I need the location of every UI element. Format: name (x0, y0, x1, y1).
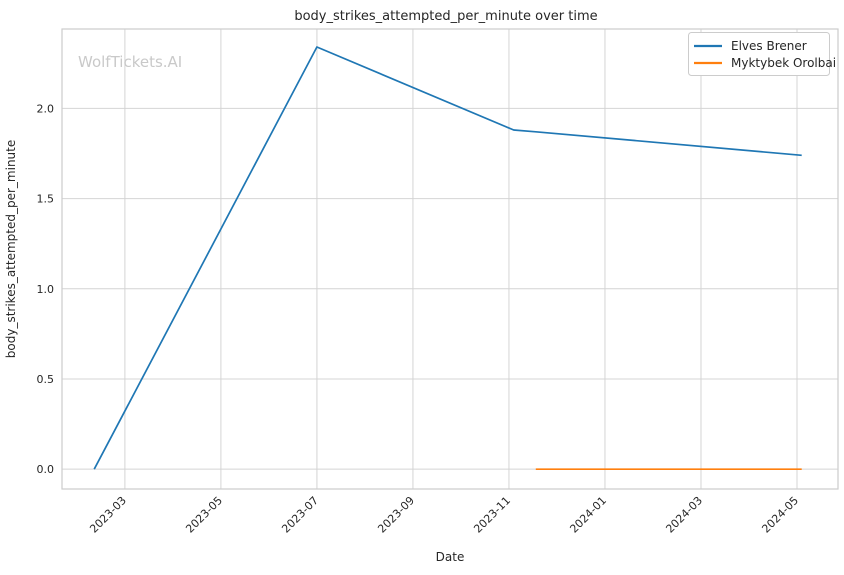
x-tick-label: 2023-07 (279, 494, 321, 536)
x-tick-label: 2024-03 (663, 494, 705, 536)
x-tick-label: 2023-03 (87, 494, 129, 536)
chart-title: body_strikes_attempted_per_minute over t… (294, 9, 597, 24)
x-tick-label: 2023-09 (375, 494, 417, 536)
y-tick-label: 1.5 (37, 193, 55, 206)
x-tick-label: 2024-01 (567, 494, 609, 536)
watermark: WolfTickets.AI (78, 53, 182, 71)
legend-label-myktybek-orolbai: Myktybek Orolbai (731, 56, 836, 70)
x-tick-label: 2023-05 (183, 494, 225, 536)
x-tick-label: 2024-05 (759, 494, 801, 536)
x-tick-label: 2023-11 (471, 494, 513, 536)
y-tick-label: 0.0 (37, 463, 55, 476)
plot-border (61, 28, 839, 490)
legend-label-elves-brener: Elves Brener (731, 39, 807, 53)
series-lines (93, 46, 802, 471)
tick-labels: 0.0 0.5 1.0 1.5 2.0 2023-03 2023-05 2023-07 2023… (37, 102, 802, 535)
gridlines (62, 29, 838, 489)
y-axis-label: body_strikes_attempted_per_minute (4, 140, 18, 358)
y-tick-label: 2.0 (37, 102, 55, 115)
y-tick-label: 0.5 (37, 373, 55, 386)
legend-box (688, 32, 830, 76)
y-tick-label: 1.0 (37, 283, 55, 296)
legend: Elves Brener Myktybek Orolbai (688, 32, 836, 76)
x-axis-label: Date (436, 550, 465, 564)
series-line-elves-brener (93, 46, 802, 470)
